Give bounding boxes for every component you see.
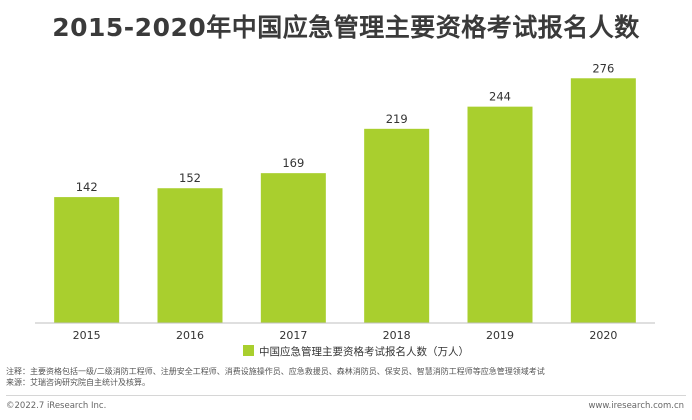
copyright-text: ©2022.7 iResearch Inc. xyxy=(6,401,107,411)
footnotes: 注释：主要资格包括一级/二级消防工程师、注册安全工程师、消费设施操作员、应急救援… xyxy=(6,366,545,388)
x-tick-2015: 2015 xyxy=(73,329,101,342)
legend-swatch xyxy=(243,345,254,356)
bar-2019 xyxy=(467,106,533,323)
bar-2017 xyxy=(260,173,326,323)
website-text: www.iresearch.com.cn xyxy=(588,401,684,411)
footer-divider xyxy=(6,395,686,396)
data-label-2019: 244 xyxy=(489,90,511,104)
x-tick-2016: 2016 xyxy=(176,329,204,342)
note-text: 注释：主要资格包括一级/二级消防工程师、注册安全工程师、消费设施操作员、应急救援… xyxy=(6,367,545,376)
data-label-2020: 276 xyxy=(592,61,614,75)
x-tick-2020: 2020 xyxy=(589,329,617,342)
data-label-2018: 219 xyxy=(386,112,408,126)
legend-label: 中国应急管理主要资格考试报名人数（万人） xyxy=(259,345,469,358)
x-tick-2017: 2017 xyxy=(279,329,307,342)
legend: 中国应急管理主要资格考试报名人数（万人） xyxy=(243,345,469,358)
data-label-2017: 169 xyxy=(282,156,304,170)
source-text: 来源：艾瑞咨询研究院自主统计及核算。 xyxy=(6,378,150,387)
bar-2015 xyxy=(54,197,120,323)
chart-title: 2015-2020年中国应急管理主要资格考试报名人数 xyxy=(52,13,640,42)
bar-2018 xyxy=(364,128,430,323)
data-label-2016: 152 xyxy=(179,171,201,185)
x-tick-2019: 2019 xyxy=(486,329,514,342)
x-tick-2018: 2018 xyxy=(383,329,411,342)
bar-2020 xyxy=(570,78,636,323)
data-label-2015: 142 xyxy=(76,180,98,194)
bar-2016 xyxy=(157,188,223,323)
